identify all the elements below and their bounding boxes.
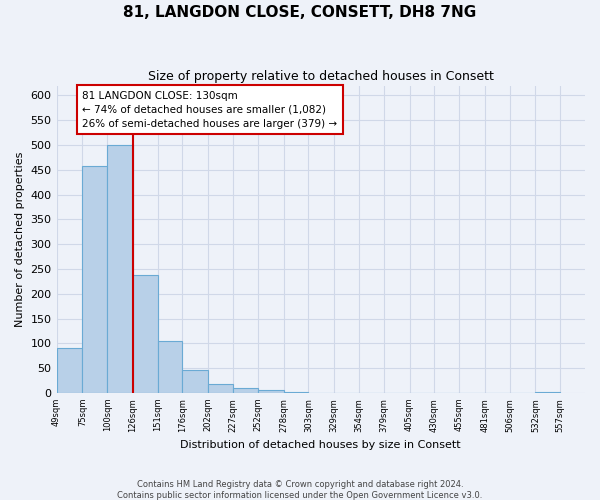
Title: Size of property relative to detached houses in Consett: Size of property relative to detached ho… (148, 70, 494, 83)
Text: 81, LANGDON CLOSE, CONSETT, DH8 7NG: 81, LANGDON CLOSE, CONSETT, DH8 7NG (124, 5, 476, 20)
Bar (56, 348, 82, 393)
Bar (107, 145, 133, 393)
Bar (182, 370, 208, 393)
Text: Contains HM Land Registry data © Crown copyright and database right 2024.
Contai: Contains HM Land Registry data © Crown c… (118, 480, 482, 500)
Bar (133, 276, 158, 393)
Bar (158, 341, 182, 393)
Bar (208, 384, 233, 393)
Bar (82, 166, 107, 393)
Bar (258, 390, 284, 393)
Text: 81 LANGDON CLOSE: 130sqm
← 74% of detached houses are smaller (1,082)
26% of sem: 81 LANGDON CLOSE: 130sqm ← 74% of detach… (82, 90, 337, 128)
Y-axis label: Number of detached properties: Number of detached properties (15, 152, 25, 327)
X-axis label: Distribution of detached houses by size in Consett: Distribution of detached houses by size … (181, 440, 461, 450)
Bar (233, 388, 258, 393)
